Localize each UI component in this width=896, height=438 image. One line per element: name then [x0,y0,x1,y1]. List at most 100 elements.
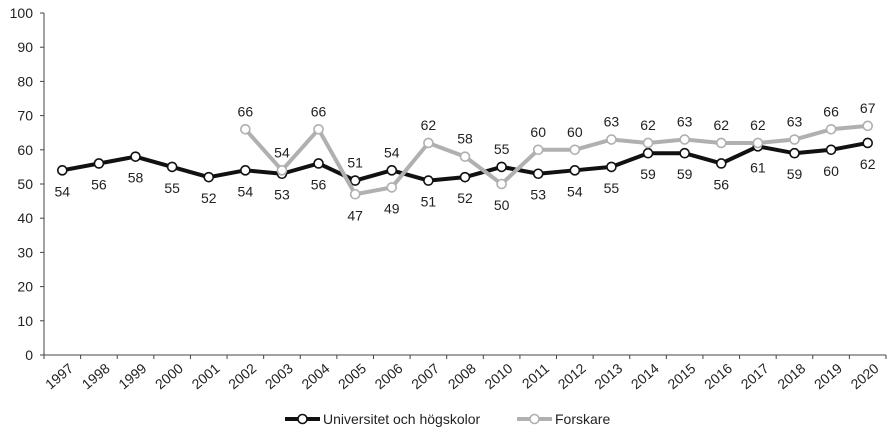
y-tick-label: 90 [17,39,33,55]
data-point [862,137,873,149]
data-point [386,182,398,193]
y-tick-label: 70 [17,108,33,124]
data-point [715,158,727,169]
x-tick-label: 2000 [152,360,186,392]
x-tick-label: 1998 [79,360,113,392]
data-point [642,137,654,149]
x-tick-label: 2015 [664,360,698,392]
data-point [642,147,654,159]
data-point [715,137,727,149]
data-point [789,134,800,145]
data-labels: 54 56 58 55 52 54 53 56 51 54 51 52 55 53 54 55 59 59 56 61… [55,100,876,223]
data-point [569,165,581,176]
data-label: 62 [860,156,876,172]
series-layer [57,120,873,200]
data-label: 54 [274,144,290,160]
data-label: 49 [384,200,400,216]
y-tick-label: 20 [17,279,33,295]
y-tick-label: 50 [17,176,33,192]
x-tick-label: 2006 [372,360,406,392]
y-tick-label: 60 [17,142,33,158]
data-label: 66 [311,103,327,119]
data-label: 55 [604,180,620,196]
x-tick-label: 1997 [42,360,76,392]
x-tick-label: 2003 [262,360,296,392]
data-point [57,165,68,176]
data-point [606,134,617,145]
data-label: 59 [677,166,693,182]
data-label: 62 [640,117,656,133]
data-label: 52 [457,190,473,206]
data-point [130,151,141,162]
data-point [423,137,434,149]
data-label: 62 [750,117,766,133]
data-point [496,178,507,190]
data-point [276,165,288,176]
x-tick-label: 2007 [408,360,442,392]
x-tick-label: 2014 [628,360,662,392]
data-point [166,161,178,173]
legend-label: Forskare [555,411,610,427]
data-label: 54 [567,183,583,199]
y-axis: 0 10 20 30 40 50 60 70 80 90 100 [10,5,45,363]
data-point [459,171,471,183]
data-point [93,158,105,169]
data-label: 53 [274,187,290,203]
data-point [862,120,873,132]
x-axis: 1997 1998 1999 2000 2001 2002 2003 2004 2005 2006… [42,354,887,392]
data-label: 54 [238,183,254,199]
data-label: 63 [787,114,803,130]
data-label: 47 [347,207,363,223]
data-label: 63 [604,114,620,130]
x-tick-label: 2017 [738,360,772,392]
legend: Universitet och högskolor Forskare [285,411,610,427]
data-point [240,123,251,135]
data-point [679,147,690,159]
x-tick-label: 2005 [335,360,369,392]
x-tick-label: 2001 [189,360,223,392]
data-point [349,188,361,200]
data-label: 59 [640,166,656,182]
y-tick-label: 80 [17,73,33,89]
data-point [532,168,544,180]
data-label: 50 [494,197,510,213]
x-tick-label: 2016 [701,360,735,392]
y-tick-label: 100 [10,5,34,21]
data-point [532,144,544,156]
data-point [606,161,617,173]
data-label: 60 [823,163,839,179]
data-label: 62 [713,117,729,133]
data-label: 67 [860,100,876,116]
data-label: 58 [457,131,473,147]
data-label: 58 [128,170,144,186]
data-label: 51 [421,194,437,210]
data-label: 54 [55,183,71,199]
data-point [789,147,800,159]
data-label: 59 [787,166,803,182]
data-point [313,158,324,169]
data-label: 55 [164,180,180,196]
y-tick-label: 30 [17,244,33,260]
data-point [203,171,215,183]
data-point [240,165,251,176]
data-label: 56 [713,176,729,192]
x-tick-label: 2019 [811,360,845,392]
data-point [313,123,324,135]
x-tick-label: 2018 [774,360,808,392]
data-point [349,175,361,186]
data-label: 61 [750,159,766,175]
y-tick-label: 0 [25,347,33,363]
data-point [679,134,690,145]
x-tick-label: 2013 [591,360,625,392]
x-tick-label: 2020 [847,360,881,392]
data-point [569,144,581,156]
data-point [386,165,398,176]
x-tick-label: 2012 [555,360,589,392]
x-tick-label: 2004 [298,360,332,392]
data-label: 66 [823,103,839,119]
data-label: 60 [567,124,583,140]
data-label: 62 [421,117,437,133]
x-tick-label: 2002 [225,360,259,392]
data-label: 60 [530,124,546,140]
data-label: 63 [677,114,693,130]
